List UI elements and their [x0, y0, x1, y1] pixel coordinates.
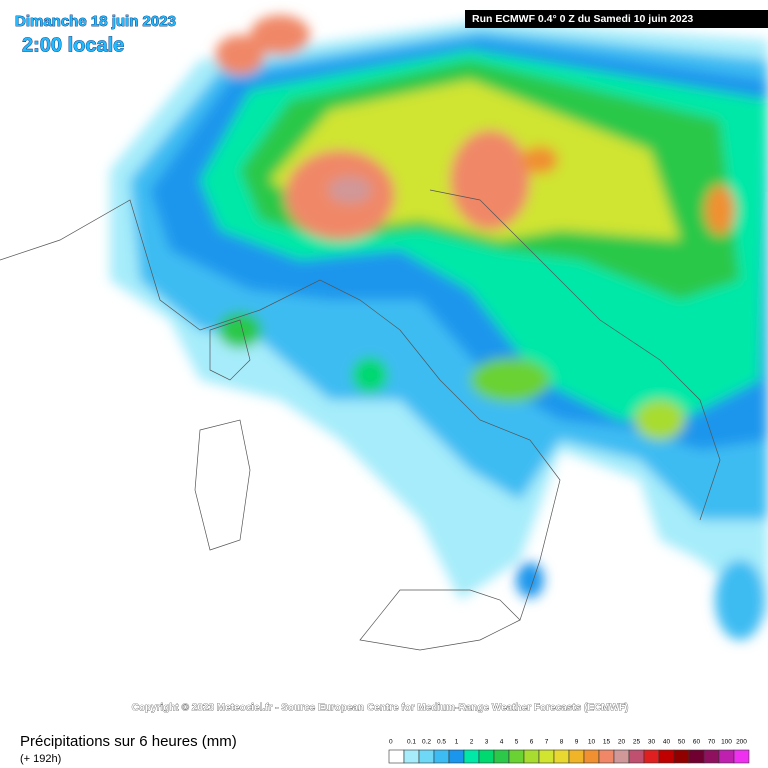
legend-swatch [448, 749, 465, 764]
legend-label: 30 [648, 739, 656, 746]
legend-swatch [673, 749, 690, 764]
legend-swatch [613, 749, 630, 764]
legend-swatch [733, 749, 750, 764]
legend-swatch [553, 749, 570, 764]
legend-swatch [688, 749, 705, 764]
legend: 0 0.1 0.2 0.5 1 2 3 4 5 6 7 8 9 10 15 20 25 30 40 50 60 70 100… [388, 739, 750, 764]
legend-swatch [568, 749, 585, 764]
legend-label: 200 [736, 739, 747, 746]
legend-swatch [478, 749, 495, 764]
legend-label: 0.2 [422, 739, 431, 746]
forecast-date: Dimanche 18 juin 2023 [15, 13, 176, 30]
legend-label: 40 [663, 739, 671, 746]
legend-label: 9 [575, 739, 579, 746]
footer-lead: (+ 192h) [20, 753, 61, 765]
legend-label: 100 [721, 739, 732, 746]
legend-label: 5 [515, 739, 519, 746]
legend-label: 70 [708, 739, 716, 746]
legend-swatch [433, 749, 450, 764]
legend-label: 60 [693, 739, 701, 746]
run-info: Run ECMWF 0.4° 0 Z du Samedi 10 juin 202… [472, 13, 693, 25]
legend-label: 4 [500, 739, 504, 746]
forecast-time: 2:00 locale [22, 34, 124, 56]
legend-label: 1 [455, 739, 459, 746]
legend-label: 6 [530, 739, 534, 746]
legend-swatch [598, 749, 615, 764]
legend-label: 10 [588, 739, 596, 746]
legend-swatch [628, 749, 645, 764]
legend-label: 8 [560, 739, 564, 746]
legend-label: 2 [470, 739, 474, 746]
legend-swatch [703, 749, 720, 764]
legend-swatch [718, 749, 735, 764]
legend-swatch [643, 749, 660, 764]
coastlines [0, 189, 721, 651]
copyright: Copyright © 2023 Meteociel.fr - Source E… [132, 703, 629, 714]
legend-swatch [508, 749, 525, 764]
legend-swatch [583, 749, 600, 764]
legend-label: 20 [618, 739, 626, 746]
legend-label: 0.1 [407, 739, 416, 746]
legend-swatch [658, 749, 675, 764]
legend-swatch [403, 749, 420, 764]
legend-label: 15 [603, 739, 611, 746]
legend-swatch [463, 749, 480, 764]
legend-label: 50 [678, 739, 686, 746]
legend-swatch [523, 749, 540, 764]
footer-title: Précipitations sur 6 heures (mm) [20, 733, 237, 750]
legend-label: 25 [633, 739, 641, 746]
legend-label: 0.5 [437, 739, 446, 746]
precipitation-field [110, 15, 768, 640]
legend-swatch [388, 749, 405, 764]
legend-label: 7 [545, 739, 549, 746]
legend-swatch [418, 749, 435, 764]
legend-swatch [493, 749, 510, 764]
legend-label: 0 [389, 739, 393, 746]
legend-label: 3 [485, 739, 489, 746]
run-box [465, 10, 768, 28]
legend-swatch [538, 749, 555, 764]
